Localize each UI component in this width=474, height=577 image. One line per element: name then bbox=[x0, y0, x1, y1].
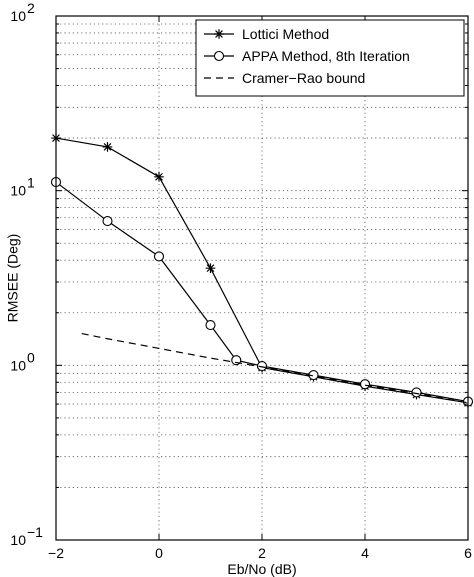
data-point-circle bbox=[153, 251, 165, 262]
y-tick-label-base: 10 bbox=[10, 532, 26, 548]
data-point-star bbox=[102, 142, 113, 152]
series-line bbox=[55, 181, 469, 403]
data-point-star bbox=[214, 29, 224, 39]
data-point-circle bbox=[256, 361, 268, 372]
legend-entry: Cramer−Rao bound bbox=[204, 70, 365, 86]
y-axis-title: RMSEE (Deg) bbox=[5, 234, 21, 323]
x-tick-label: 0 bbox=[155, 545, 163, 561]
y-tick-label-exponent: −1 bbox=[27, 524, 43, 540]
series-2 bbox=[50, 177, 474, 407]
x-tick-label: 4 bbox=[361, 545, 369, 561]
legend-box bbox=[195, 19, 465, 97]
data-point-circle bbox=[102, 215, 113, 227]
data-point-circle bbox=[359, 379, 371, 390]
x-tick-label: −2 bbox=[48, 545, 64, 561]
data-point-star bbox=[154, 172, 164, 182]
x-tick-label: 2 bbox=[258, 545, 266, 561]
series-3 bbox=[81, 332, 469, 404]
data-point-circle bbox=[205, 320, 216, 331]
y-tick-label-exponent: 2 bbox=[27, 0, 35, 16]
legend-label: Cramer−Rao bound bbox=[242, 70, 365, 86]
y-tick-label-base: 10 bbox=[10, 357, 26, 373]
y-tick-label-exponent: 0 bbox=[27, 349, 35, 365]
legend: Lottici Method APPA Method, 8th Iteration… bbox=[195, 19, 465, 97]
series-layer bbox=[50, 133, 474, 408]
x-axis-title: Eb/No (dB) bbox=[227, 561, 296, 577]
y-tick-label: 10 −1 bbox=[10, 524, 43, 548]
y-tick-label-exponent: 1 bbox=[27, 175, 35, 191]
legend-label: APPA Method, 8th Iteration bbox=[242, 48, 410, 64]
data-point-circle bbox=[411, 387, 422, 398]
legend-entry: Lottici Method bbox=[204, 26, 329, 42]
data-point-circle bbox=[213, 50, 225, 62]
y-tick-label-base: 10 bbox=[10, 183, 26, 199]
y-tick-label: 10 1 bbox=[10, 175, 35, 199]
legend-entry: APPA Method, 8th Iteration bbox=[204, 48, 410, 64]
series-line bbox=[81, 332, 469, 404]
data-point-star bbox=[205, 263, 216, 273]
y-tick-label-base: 10 bbox=[10, 8, 26, 24]
y-tick-label: 10 0 bbox=[10, 349, 35, 373]
y-tick-label: 10 2 bbox=[10, 0, 35, 24]
x-tick-label: 6 bbox=[464, 545, 472, 561]
legend-label: Lottici Method bbox=[242, 26, 329, 42]
